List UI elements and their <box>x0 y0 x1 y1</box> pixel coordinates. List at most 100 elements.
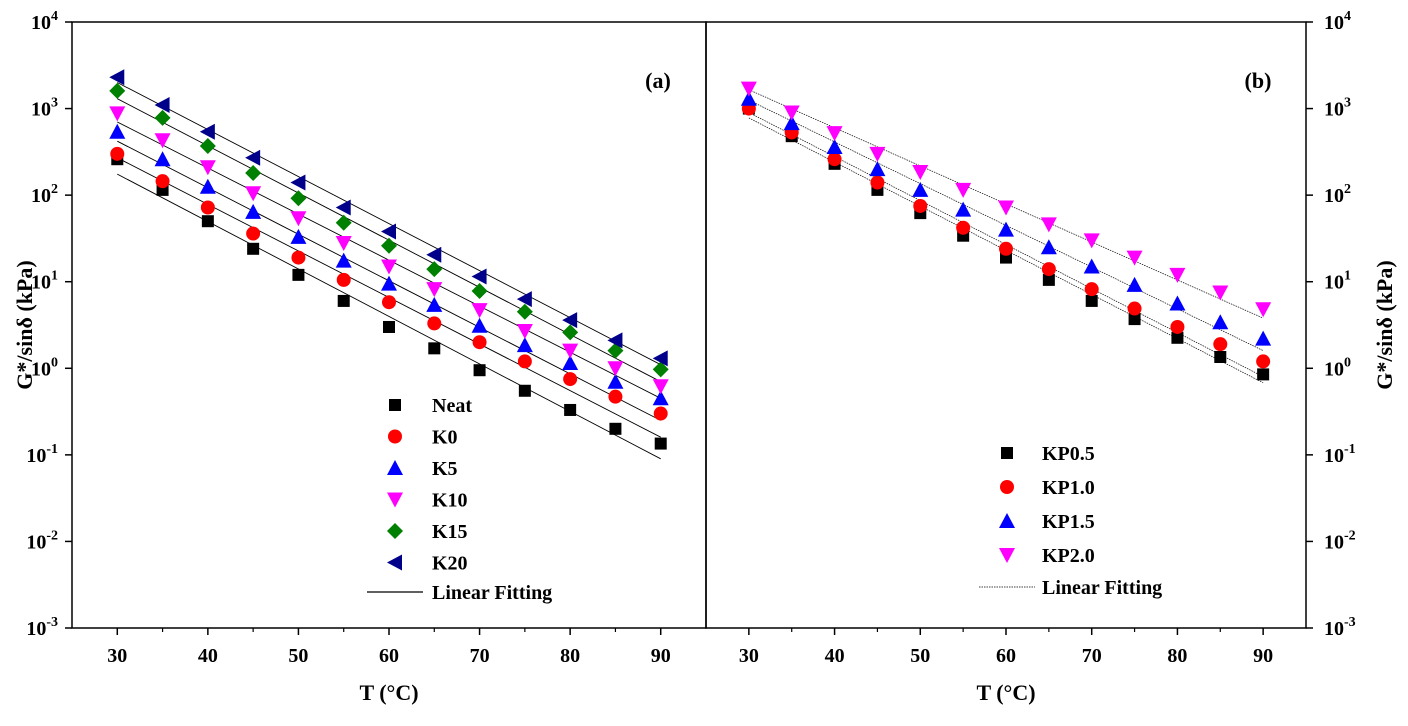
data-point-kp2-0 <box>869 146 886 162</box>
data-point-neat <box>292 268 305 281</box>
data-point-kp2-0 <box>1083 233 1100 249</box>
data-point-kp1-5 <box>912 181 929 197</box>
data-point-k15 <box>471 283 488 300</box>
data-point-kp2-0 <box>998 200 1014 216</box>
data-point-k20 <box>154 96 170 113</box>
data-point-kp0-5 <box>1042 273 1055 286</box>
data-point-k10 <box>562 343 579 359</box>
data-point-neat <box>383 320 395 333</box>
data-point-k10 <box>516 323 533 339</box>
y-tick-base: 10 <box>1324 272 1344 294</box>
y-tick-label: 100 <box>1324 355 1351 380</box>
y-tick-base: 10 <box>1324 99 1344 121</box>
y-tick-base: 10 <box>31 99 51 121</box>
x-tick-label: 70 <box>1082 645 1102 667</box>
data-point-neat <box>518 384 531 397</box>
legend-marker-k20 <box>387 554 402 571</box>
data-point-k20 <box>335 199 351 216</box>
data-point-k15 <box>335 214 352 231</box>
y-tick-label: 10-2 <box>1324 528 1356 553</box>
x-tick-label: 90 <box>651 645 671 667</box>
y-tick-base: 10 <box>1324 358 1344 380</box>
data-points <box>109 69 1272 450</box>
data-point-k10 <box>471 303 488 319</box>
data-point-kp2-0 <box>1169 267 1186 283</box>
data-point-k0 <box>563 372 578 387</box>
y-tick-exponent: 4 <box>1344 9 1351 24</box>
data-point-kp2-0 <box>826 126 843 142</box>
data-point-kp1-5 <box>1255 330 1272 346</box>
y-tick-exponent: 3 <box>51 96 58 111</box>
legend-marker-k15 <box>387 523 403 539</box>
y-tick-label: 101 <box>31 269 58 294</box>
data-point-kp1-0 <box>870 175 885 190</box>
data-point-k20 <box>381 223 396 240</box>
legend-marker-k5 <box>387 460 403 475</box>
data-point-kp0-5 <box>1171 331 1184 344</box>
data-point-k5 <box>199 178 216 194</box>
data-point-k15 <box>109 82 126 99</box>
data-point-k15 <box>562 324 579 341</box>
data-point-k5 <box>335 252 352 268</box>
chart-text: 30 40 50 60 70 80 9010-310-210-110010110210310… <box>12 9 1397 705</box>
data-point-k0 <box>427 316 442 331</box>
data-point-k20 <box>516 291 532 308</box>
data-point-k0 <box>336 272 351 287</box>
y-tick-base: 10 <box>26 531 46 553</box>
y-tick-exponent: 4 <box>51 9 58 24</box>
data-point-kp1-0 <box>956 220 971 235</box>
legend-label: KP1.0 <box>1042 477 1095 499</box>
data-point-k0 <box>608 389 623 404</box>
y-tick-base: 10 <box>1324 531 1344 553</box>
data-point-k5 <box>381 275 397 291</box>
data-point-k5 <box>426 296 443 312</box>
x-tick-label: 60 <box>996 645 1016 667</box>
data-point-neat <box>428 342 441 355</box>
legend-fit-label: Linear Fitting <box>1042 577 1162 599</box>
data-point-neat <box>337 294 350 307</box>
y-tick-base: 10 <box>1324 185 1344 207</box>
y-tick-exponent: 1 <box>51 269 58 284</box>
y-tick-exponent: -1 <box>1344 442 1356 457</box>
data-point-kp1-0 <box>1041 262 1056 277</box>
data-point-k20 <box>199 123 215 140</box>
data-point-kp2-0 <box>912 165 929 181</box>
data-point-k10 <box>199 160 216 176</box>
y-axis-title: G*/sinδ (kPa) <box>12 260 37 389</box>
y-tick-label: 10-1 <box>26 442 58 467</box>
y-axis-title: G*/sinδ (kPa) <box>1372 260 1397 389</box>
data-point-k5 <box>109 123 126 139</box>
y-tick-base: 10 <box>31 185 51 207</box>
x-tick-label: 50 <box>910 645 930 667</box>
y-tick-label: 101 <box>1324 269 1351 294</box>
data-point-neat <box>201 215 214 228</box>
x-axis-title: T (°C) <box>976 680 1035 705</box>
data-point-kp0-5 <box>1085 294 1098 307</box>
legend-marker-kp1-0 <box>1000 480 1014 494</box>
y-tick-exponent: 1 <box>1344 269 1351 284</box>
data-point-kp1-5 <box>826 138 843 154</box>
data-point-kp1-0 <box>827 152 842 167</box>
data-point-k15 <box>426 261 443 278</box>
data-point-kp1-0 <box>999 241 1013 256</box>
data-point-k15 <box>381 237 397 254</box>
data-point-kp2-0 <box>740 81 757 97</box>
data-point-kp0-5 <box>1128 313 1141 326</box>
legend-label: KP0.5 <box>1042 443 1095 465</box>
data-point-k5 <box>516 337 533 353</box>
data-point-k15 <box>652 361 669 378</box>
data-point-kp2-0 <box>1255 302 1272 318</box>
data-point-kp1-5 <box>1212 314 1229 330</box>
data-point-k0 <box>155 174 170 189</box>
data-point-k10 <box>245 186 262 202</box>
y-tick-label: 10-1 <box>1324 442 1356 467</box>
data-point-k0 <box>653 406 668 421</box>
data-point-kp2-0 <box>1040 217 1057 233</box>
data-point-kp1-0 <box>1084 282 1099 297</box>
y-tick-label: 102 <box>31 182 58 207</box>
data-point-kp1-0 <box>913 198 928 213</box>
legend-marker-k10 <box>387 492 403 508</box>
data-point-k5 <box>652 390 669 406</box>
data-point-neat <box>247 242 260 255</box>
